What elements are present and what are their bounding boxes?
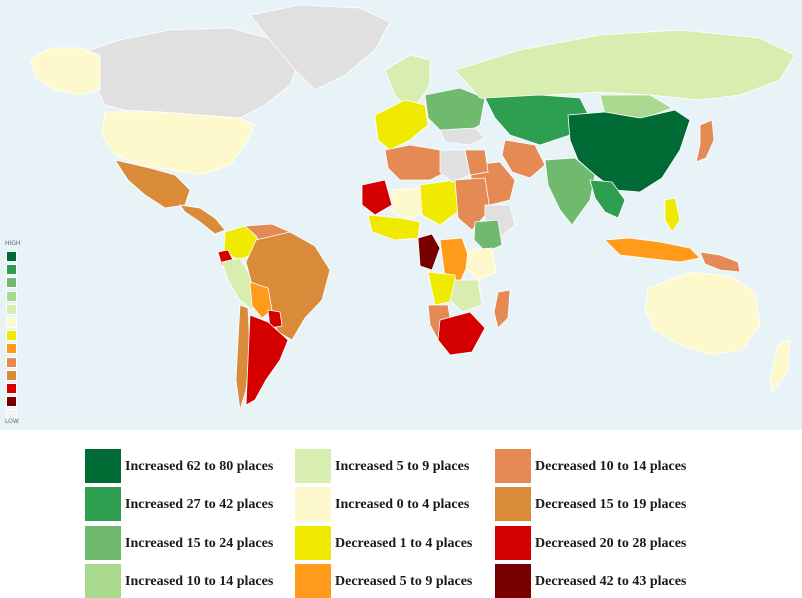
legend-item: Decreased 5 to 9 places xyxy=(295,564,500,598)
scale-swatch-9 xyxy=(6,369,17,381)
region-mexico[interactable] xyxy=(114,159,191,209)
region-central-africa[interactable] xyxy=(417,233,441,271)
region-turkey[interactable] xyxy=(439,127,486,146)
scale-swatch-2 xyxy=(6,277,17,289)
legend-swatch xyxy=(495,449,531,483)
region-western-europe[interactable] xyxy=(374,99,429,151)
region-niger-chad[interactable] xyxy=(419,179,461,226)
region-greenland[interactable] xyxy=(249,4,391,91)
region-morocco-algeria[interactable] xyxy=(384,144,451,181)
legend-label: Increased 10 to 14 places xyxy=(125,574,274,589)
legend-swatch xyxy=(295,449,331,483)
legend-item: Decreased 42 to 43 places xyxy=(495,564,700,598)
scale-swatch-1 xyxy=(6,264,17,276)
scale-swatch-8 xyxy=(6,356,17,368)
legend-label: Increased 15 to 24 places xyxy=(125,536,274,551)
legend-item: Decreased 10 to 14 places xyxy=(495,449,700,483)
region-india[interactable] xyxy=(544,157,596,226)
legend-label: Decreased 20 to 28 places xyxy=(535,536,687,551)
legend-item: Decreased 20 to 28 places xyxy=(495,526,700,560)
legend-label: Decreased 5 to 9 places xyxy=(335,574,473,589)
legend-swatch xyxy=(85,487,121,521)
scale-swatch-4 xyxy=(6,303,17,315)
legend-swatch xyxy=(85,449,121,483)
world-map-svg xyxy=(29,4,796,411)
region-southeast-asia[interactable] xyxy=(589,179,626,219)
legend-item: Increased 5 to 9 places xyxy=(295,449,500,483)
region-japan[interactable] xyxy=(695,119,715,163)
region-philippines[interactable] xyxy=(664,197,681,233)
region-new-zealand[interactable] xyxy=(769,339,791,393)
scale-swatch-5 xyxy=(6,317,17,328)
legend-swatch xyxy=(295,526,331,560)
region-papua-new-guinea[interactable] xyxy=(699,251,741,273)
legend: Increased 62 to 80 places Increased 27 to… xyxy=(85,449,715,598)
region-central-america[interactable] xyxy=(179,204,226,235)
scale-swatch-12 xyxy=(6,409,17,421)
legend-item: Increased 15 to 24 places xyxy=(85,526,290,560)
region-south-africa[interactable] xyxy=(437,311,486,356)
region-zambia-zimbabwe[interactable] xyxy=(449,279,483,313)
legend-swatch xyxy=(495,487,531,521)
world-map: HIGH LOW xyxy=(0,0,802,430)
scale-swatch-11 xyxy=(6,396,17,408)
legend-swatch xyxy=(295,564,331,598)
scale-swatch-10 xyxy=(6,383,17,394)
legend-item: Increased 0 to 4 places xyxy=(295,487,500,521)
legend-label: Decreased 1 to 4 places xyxy=(335,536,473,551)
region-chile[interactable] xyxy=(235,304,251,411)
legend-label: Increased 27 to 42 places xyxy=(125,497,274,512)
legend-label: Increased 0 to 4 places xyxy=(335,497,470,512)
region-tanzania[interactable] xyxy=(465,247,497,281)
region-indonesia[interactable] xyxy=(604,237,701,263)
legend-item: Increased 27 to 42 places xyxy=(85,487,290,521)
legend-label: Decreased 42 to 43 places xyxy=(535,574,687,589)
scale-low-label: LOW xyxy=(5,418,19,425)
region-paraguay[interactable] xyxy=(267,309,283,329)
legend-label: Decreased 10 to 14 places xyxy=(535,459,687,474)
legend-label: Increased 5 to 9 places xyxy=(335,459,470,474)
region-kenya[interactable] xyxy=(473,219,503,253)
legend-swatch xyxy=(295,487,331,521)
region-alaska[interactable] xyxy=(29,47,101,96)
region-madagascar[interactable] xyxy=(493,289,511,329)
legend-swatch xyxy=(85,564,121,598)
region-congo[interactable] xyxy=(439,237,471,283)
region-argentina[interactable] xyxy=(245,314,289,406)
region-china[interactable] xyxy=(567,109,691,193)
region-egypt[interactable] xyxy=(464,149,489,176)
region-iran[interactable] xyxy=(501,139,546,179)
region-mali[interactable] xyxy=(391,187,429,221)
region-bolivia[interactable] xyxy=(249,281,273,319)
legend-item: Decreased 1 to 4 places xyxy=(295,526,500,560)
region-australia[interactable] xyxy=(644,271,761,356)
scale-swatch-7 xyxy=(6,343,17,355)
legend-item: Increased 10 to 14 places xyxy=(85,564,290,598)
region-canada[interactable] xyxy=(74,27,301,119)
legend-label: Decreased 15 to 19 places xyxy=(535,497,687,512)
scale-high-label: HIGH xyxy=(5,240,21,247)
legend-item: Increased 62 to 80 places xyxy=(85,449,290,483)
region-scandinavia[interactable] xyxy=(384,54,431,111)
scale-swatch-0 xyxy=(6,251,17,262)
region-united-states[interactable] xyxy=(101,111,256,176)
region-mauritania[interactable] xyxy=(361,179,393,216)
scale-swatch-6 xyxy=(6,330,17,342)
legend-swatch xyxy=(495,526,531,560)
region-brazil[interactable] xyxy=(245,231,331,341)
scale-swatch-3 xyxy=(6,290,17,302)
legend-swatch xyxy=(85,526,121,560)
legend-label: Increased 62 to 80 places xyxy=(125,459,274,474)
region-libya[interactable] xyxy=(439,149,471,183)
legend-swatch xyxy=(495,564,531,598)
legend-item: Decreased 15 to 19 places xyxy=(495,487,700,521)
region-sudan[interactable] xyxy=(454,177,491,231)
